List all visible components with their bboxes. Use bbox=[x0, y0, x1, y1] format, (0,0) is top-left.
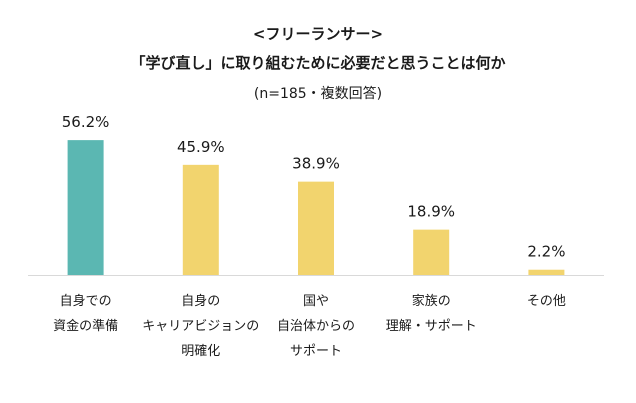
category-label-3-line-2: 自治体からの bbox=[277, 319, 355, 334]
bar-2 bbox=[182, 164, 219, 275]
chart-sample-note: (n=185・複数回答) bbox=[253, 86, 383, 102]
bar-5 bbox=[528, 269, 565, 275]
bar-value-label-5: 2.2% bbox=[527, 243, 565, 261]
bar-3 bbox=[298, 181, 334, 275]
chart-title: <フリーランサー> bbox=[252, 25, 384, 43]
category-label-2-line-1: 自身の bbox=[181, 293, 220, 309]
bar-1 bbox=[67, 140, 104, 275]
category-label-2-line-3: 明確化 bbox=[181, 343, 220, 359]
bar-value-label-3: 38.9% bbox=[292, 155, 340, 173]
category-label-2-line-2: キャリアビジョンの bbox=[142, 319, 259, 334]
bar-value-label-2: 45.9% bbox=[177, 138, 225, 156]
category-label-1-line-2: 資金の準備 bbox=[53, 318, 118, 334]
category-label-1-line-1: 自身での bbox=[60, 293, 112, 309]
category-label-3-line-3: サポート bbox=[290, 344, 342, 359]
chart-subtitle: 「学び直し」に取り組むために必要だと思うことは何か bbox=[130, 54, 506, 72]
category-label-3-line-1: 国や bbox=[303, 294, 329, 309]
bar-value-label-1: 56.2% bbox=[62, 113, 110, 131]
bar-4 bbox=[413, 229, 450, 275]
category-label-5-line-1: その他 bbox=[527, 294, 566, 309]
category-label-4-line-1: 家族の bbox=[412, 293, 451, 309]
bar-value-label-4: 18.9% bbox=[407, 203, 455, 221]
category-label-4-line-2: 理解・サポート bbox=[386, 319, 477, 334]
